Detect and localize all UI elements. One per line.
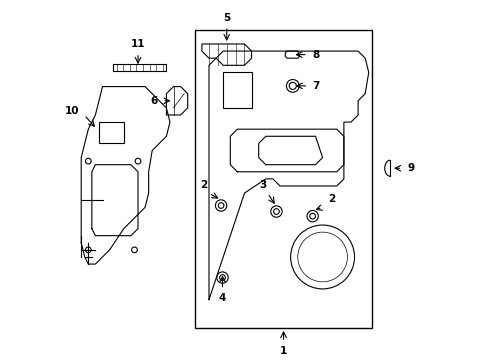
Text: 3: 3 <box>259 180 266 190</box>
Text: 6: 6 <box>150 96 157 106</box>
Text: 8: 8 <box>311 50 319 60</box>
Text: 5: 5 <box>223 13 230 23</box>
Text: 2: 2 <box>200 180 207 190</box>
Text: 1: 1 <box>279 346 286 356</box>
Bar <box>223 72 251 108</box>
Text: 4: 4 <box>218 293 226 303</box>
Text: 7: 7 <box>312 81 319 91</box>
Text: 10: 10 <box>65 107 79 116</box>
Text: 11: 11 <box>130 39 145 49</box>
Text: 9: 9 <box>406 163 413 173</box>
Text: 2: 2 <box>327 194 334 204</box>
